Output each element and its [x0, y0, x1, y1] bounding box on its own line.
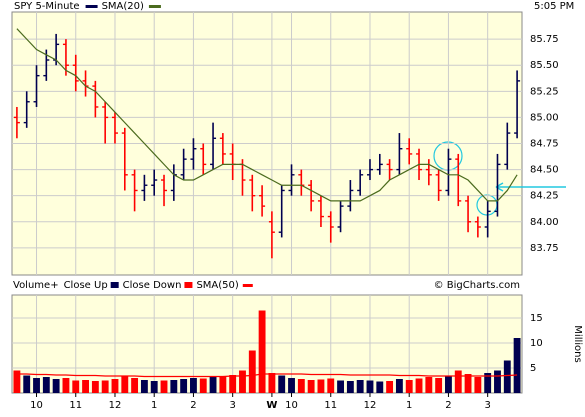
- volume-bar: [278, 375, 286, 393]
- volume-bar: [229, 375, 237, 393]
- volume-bar: [366, 380, 374, 393]
- x-tick-label: 10: [30, 400, 43, 411]
- volume-bar: [199, 378, 207, 393]
- legend-swatch: [110, 282, 119, 288]
- legend-swatch: [148, 5, 161, 8]
- volume-bar: [82, 380, 89, 393]
- time-label: 5:05 PM: [534, 1, 574, 12]
- volume-bar: [337, 380, 344, 393]
- volume-panel: [11, 294, 523, 394]
- volume-bar: [52, 379, 60, 393]
- volume-bar: [209, 377, 217, 393]
- volume-bar: [268, 373, 276, 393]
- volume-sma-line: [16, 373, 518, 378]
- volume-bar: [445, 375, 452, 393]
- volume-bar: [170, 380, 178, 393]
- volume-bar: [288, 378, 295, 393]
- chart-title: SPY 5-Minute: [14, 1, 80, 12]
- x-tick-label: 10: [285, 400, 298, 411]
- volume-bar: [503, 360, 511, 393]
- x-tick-label: 2: [445, 400, 451, 411]
- volume-bar: [150, 381, 158, 393]
- legend-swatch: [85, 5, 98, 8]
- volume-bar: [160, 380, 168, 393]
- volume-bar: [474, 377, 482, 393]
- volume-bar: [513, 338, 521, 393]
- y-tick-label: 84.00: [530, 217, 559, 228]
- volume-bar: [219, 376, 227, 393]
- y-tick-label: 85.00: [530, 112, 559, 123]
- volume-bar: [258, 310, 266, 393]
- volume-bar: [13, 370, 21, 393]
- volume-bar: [435, 378, 443, 393]
- volume-bar: [180, 379, 188, 393]
- volume-bar: [484, 373, 492, 393]
- x-tick-label: 11: [69, 400, 82, 411]
- volume-bar: [494, 370, 501, 393]
- y-tick-label: 84.50: [530, 165, 559, 176]
- y-tick-label: 5: [530, 363, 536, 374]
- x-tick-label: 3: [229, 400, 235, 411]
- volume-bar: [72, 380, 80, 393]
- sma-line: [16, 28, 518, 202]
- volume-axis-label: Millions: [572, 325, 583, 362]
- volume-bar: [425, 377, 433, 393]
- volume-bar: [464, 374, 472, 393]
- volume-bar: [33, 378, 40, 393]
- volume-bar: [297, 379, 305, 393]
- volume-bar: [356, 380, 364, 393]
- volume-bar: [190, 378, 197, 393]
- legend-swatch: [184, 282, 193, 288]
- volume-bar: [386, 381, 394, 393]
- y-tick-label: 83.75: [530, 243, 559, 254]
- volume-bar: [140, 380, 148, 393]
- y-tick-label: 10: [530, 338, 543, 349]
- volume-bar: [91, 381, 99, 393]
- volume-bar: [42, 377, 50, 393]
- volume-bar: [131, 378, 139, 393]
- y-tick-label: 84.75: [530, 139, 559, 150]
- x-tick-label: 2: [190, 400, 196, 411]
- volume-bar: [395, 379, 403, 393]
- legend-label: SMA(50): [196, 280, 238, 291]
- legend-label: Close Down: [123, 280, 182, 291]
- legend-label: Close Up: [64, 280, 108, 291]
- volume-bar: [101, 380, 109, 393]
- volume-bar: [317, 379, 325, 393]
- volume-bar: [346, 381, 354, 393]
- x-tick-label: 1: [406, 400, 412, 411]
- legend-label: SMA(20): [102, 1, 144, 12]
- y-tick-label: 85.75: [530, 34, 559, 45]
- x-tick-label: 3: [484, 400, 490, 411]
- volume-bar: [111, 379, 119, 393]
- volume-bar: [239, 370, 246, 393]
- x-tick-label: 12: [364, 400, 377, 411]
- legend-label: Volume+: [13, 280, 59, 291]
- y-tick-label: 84.25: [530, 191, 559, 202]
- volume-bar: [415, 378, 423, 393]
- volume-bar: [454, 370, 462, 393]
- x-tick-label: 11: [324, 400, 337, 411]
- volume-bar: [121, 375, 129, 393]
- volume-bar: [62, 378, 70, 393]
- volume-bar: [307, 380, 315, 393]
- x-tick-label: 1: [151, 400, 157, 411]
- y-tick-label: 15: [530, 313, 543, 324]
- volume-bar: [376, 381, 384, 393]
- credit: © BigCharts.com: [434, 280, 520, 291]
- volume-bar: [248, 350, 256, 393]
- y-tick-label: 85.50: [530, 60, 559, 71]
- volume-bar: [23, 375, 31, 393]
- y-tick-label: 85.25: [530, 86, 559, 97]
- volume-bar: [405, 380, 413, 393]
- volume-bar: [327, 378, 335, 393]
- legend-swatch: [242, 284, 253, 287]
- x-tick-label: W: [266, 400, 277, 411]
- x-tick-label: 12: [109, 400, 122, 411]
